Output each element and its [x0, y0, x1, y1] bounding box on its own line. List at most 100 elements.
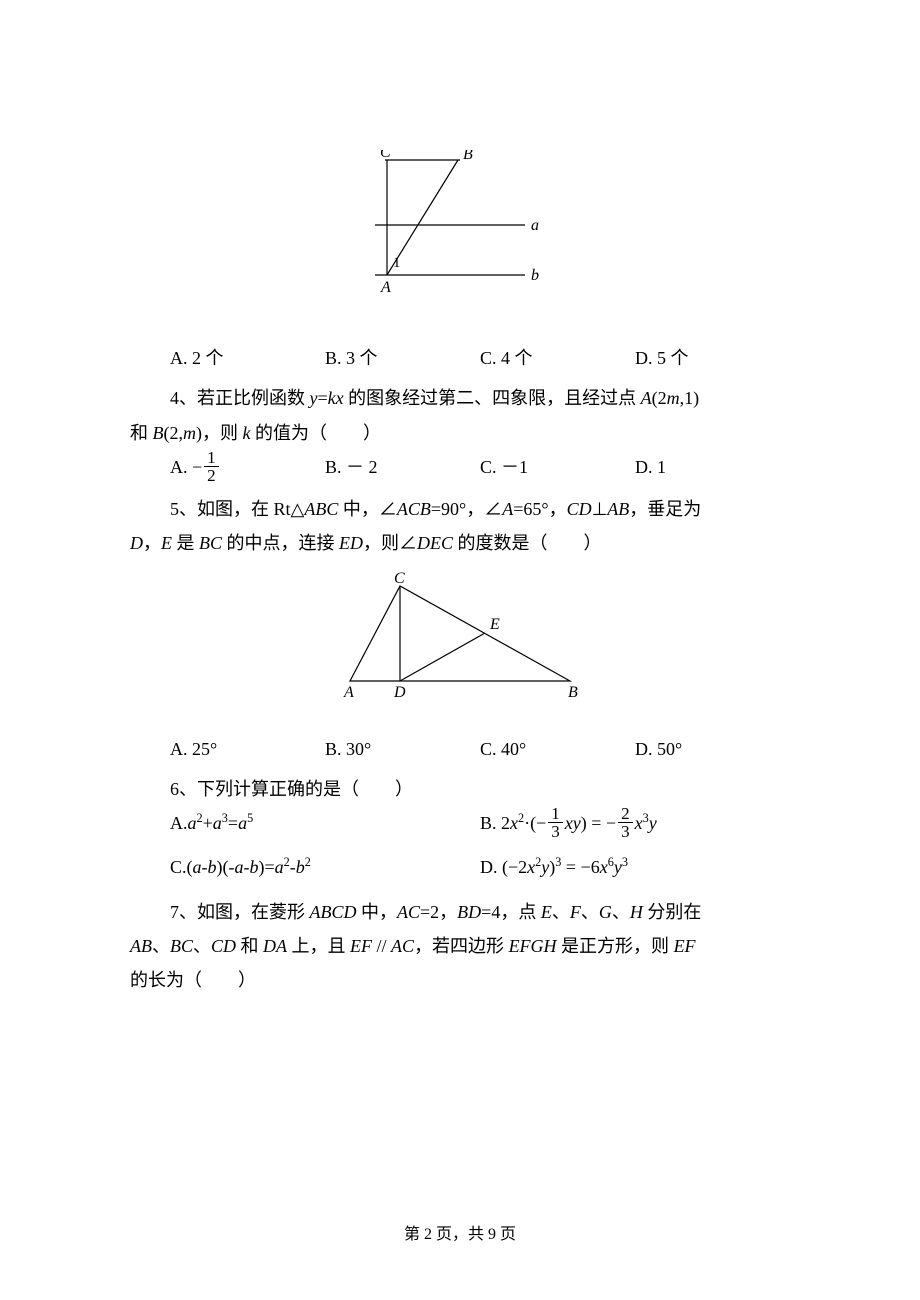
q6C-pre: C.(: [170, 857, 193, 877]
figure-q5: C E A D B: [130, 571, 790, 712]
q7-l2d: 上，且: [287, 936, 350, 956]
q7-l2c: 和: [236, 936, 263, 956]
q4-ptA-m: m: [667, 388, 680, 408]
q5-options: A. 25° B. 30° C. 40° D. 50°: [170, 732, 790, 766]
q7-ABCD: ABCD: [310, 902, 357, 922]
q4-ptB: B: [153, 423, 164, 443]
q6B-dot: ·(−: [524, 813, 546, 833]
figure-q3-svg: C B a b A 1: [355, 150, 565, 310]
q7-EFGH: EFGH: [509, 936, 557, 956]
q7-BC: BC: [170, 936, 193, 956]
q6B-close: ) = −: [581, 813, 616, 833]
fig1-label-C: C: [380, 150, 391, 161]
q6B-x3: x: [635, 813, 643, 833]
q7-DA: DA: [263, 936, 287, 956]
q5-ABC: ABC: [304, 499, 338, 519]
fig2-B: B: [568, 684, 578, 701]
q5-AB: AB: [607, 499, 629, 519]
q4-opt-A: A. −12: [170, 450, 325, 486]
q6C-eq: )=: [258, 857, 274, 877]
q5-l1b: 中，∠: [338, 499, 397, 519]
q6B-f2d: 3: [618, 823, 633, 840]
q4-k2: k: [243, 423, 251, 443]
q6A-a1: a: [188, 813, 197, 833]
q5-l2a: ，: [143, 533, 161, 553]
fig1-label-a: a: [531, 217, 539, 234]
q7-AB: AB: [130, 936, 152, 956]
q7-BD: BD: [457, 902, 481, 922]
q6A-eq: =: [228, 813, 238, 833]
fig1-label-A: A: [380, 279, 391, 296]
q5-ED: ED: [339, 533, 363, 553]
q7-par: //: [372, 936, 391, 956]
q5-E: E: [161, 533, 172, 553]
q5-A: A: [502, 499, 513, 519]
q7-l2e: ，若四边形: [414, 936, 509, 956]
q6D-sy3: 3: [622, 855, 628, 869]
q5-opt-C: C. 40°: [480, 732, 635, 766]
q6D-pre: D. (−2: [480, 857, 527, 877]
q7-s1: 、: [552, 902, 570, 922]
q7-AC: AC: [397, 902, 420, 922]
q4-ptA: A: [641, 388, 652, 408]
q4-stem: 4、若正比例函数 y=kx 的图象经过第二、四象限，且经过点 A(2m,1) 和…: [130, 381, 790, 449]
q5-stem: 5、如图，在 Rt△ABC 中，∠ACB=90°，∠A=65°，CD⊥AB，垂足…: [130, 492, 790, 560]
q5-CD: CD: [567, 499, 592, 519]
q7-l2f: 是正方形，则: [557, 936, 674, 956]
q6D-x: x: [527, 857, 535, 877]
q5-l1e: ，垂足为: [629, 499, 701, 519]
q4-l2-mid: ，则: [202, 423, 243, 443]
q6A-plus: +: [203, 813, 213, 833]
q6A-pre: A.: [170, 813, 188, 833]
q6B-f1n: 1: [548, 805, 563, 823]
q7-F: F: [570, 902, 581, 922]
q6-opt-C: C.(a-b)(-a-b)=a2-b2: [170, 850, 480, 884]
fig1-label-1: 1: [393, 255, 401, 271]
q7-s3: 、: [612, 902, 630, 922]
q5-l2e: 的度数是（ ）: [453, 533, 602, 553]
q7-s2: 、: [581, 902, 599, 922]
q6C-mid: )(-: [217, 857, 235, 877]
q6C-s2b: 2: [305, 855, 311, 869]
q7-l1d: =4，点: [481, 902, 541, 922]
q6-opt-A: A.a2+a3=a5: [170, 806, 480, 842]
q5-l2b: 是: [172, 533, 199, 553]
q4-ptA-close: ,1): [680, 388, 700, 408]
q5-opt-B: B. 30°: [325, 732, 480, 766]
q3-opt-C: C. 4 个: [480, 341, 635, 375]
q5-BC: BC: [199, 533, 222, 553]
q7-l1h: 分别在: [643, 902, 702, 922]
q4-opt-C: C. －1: [480, 450, 635, 486]
q6-stem: 6、下列计算正确的是（ ）: [170, 772, 790, 806]
q6D-xr: x: [600, 857, 608, 877]
fig1-label-B: B: [463, 150, 473, 163]
q5-perp: ⊥: [592, 499, 608, 519]
q6A-s3: 5: [247, 811, 253, 825]
q5-opt-A: A. 25°: [170, 732, 325, 766]
q7-CD: CD: [211, 936, 236, 956]
q6B-xy: xy: [565, 813, 581, 833]
q4-ptB-m: m: [183, 423, 196, 443]
q7-EF: EF: [350, 936, 372, 956]
q4-ptB-str: (2,: [164, 423, 184, 443]
q4-options: A. −12 B. － 2 C. －1 D. 1: [170, 450, 790, 486]
q4-opt-B: B. － 2: [325, 450, 480, 486]
exam-page: C B a b A 1 A. 2 个 B. 3 个 C. 4 个 D. 5 个 …: [0, 0, 920, 1300]
q6C-b1: b: [208, 857, 217, 877]
fig2-C: C: [394, 571, 405, 587]
q7-G: G: [599, 902, 612, 922]
q7-l1a: 7、如图，在菱形: [170, 902, 310, 922]
fig2-E: E: [489, 616, 500, 633]
q7-stem: 7、如图，在菱形 ABCD 中，AC=2，BD=4，点 E、F、G、H 分别在 …: [130, 895, 790, 998]
q7-EF2: EF: [674, 936, 696, 956]
q5-DEC: DEC: [417, 533, 453, 553]
figure-q5-svg: C E A D B: [330, 571, 590, 701]
q4-opt-A-den: 2: [204, 467, 219, 484]
q6B-f2n: 2: [618, 805, 633, 823]
q3-options: A. 2 个 B. 3 个 C. 4 个 D. 5 个: [170, 341, 790, 375]
q7-l3: 的长为（ ）: [130, 970, 256, 990]
q4-y: y: [310, 388, 318, 408]
figure-q3: C B a b A 1: [130, 150, 790, 321]
q6B-x: x: [510, 813, 518, 833]
q6B-f1d: 3: [548, 823, 563, 840]
